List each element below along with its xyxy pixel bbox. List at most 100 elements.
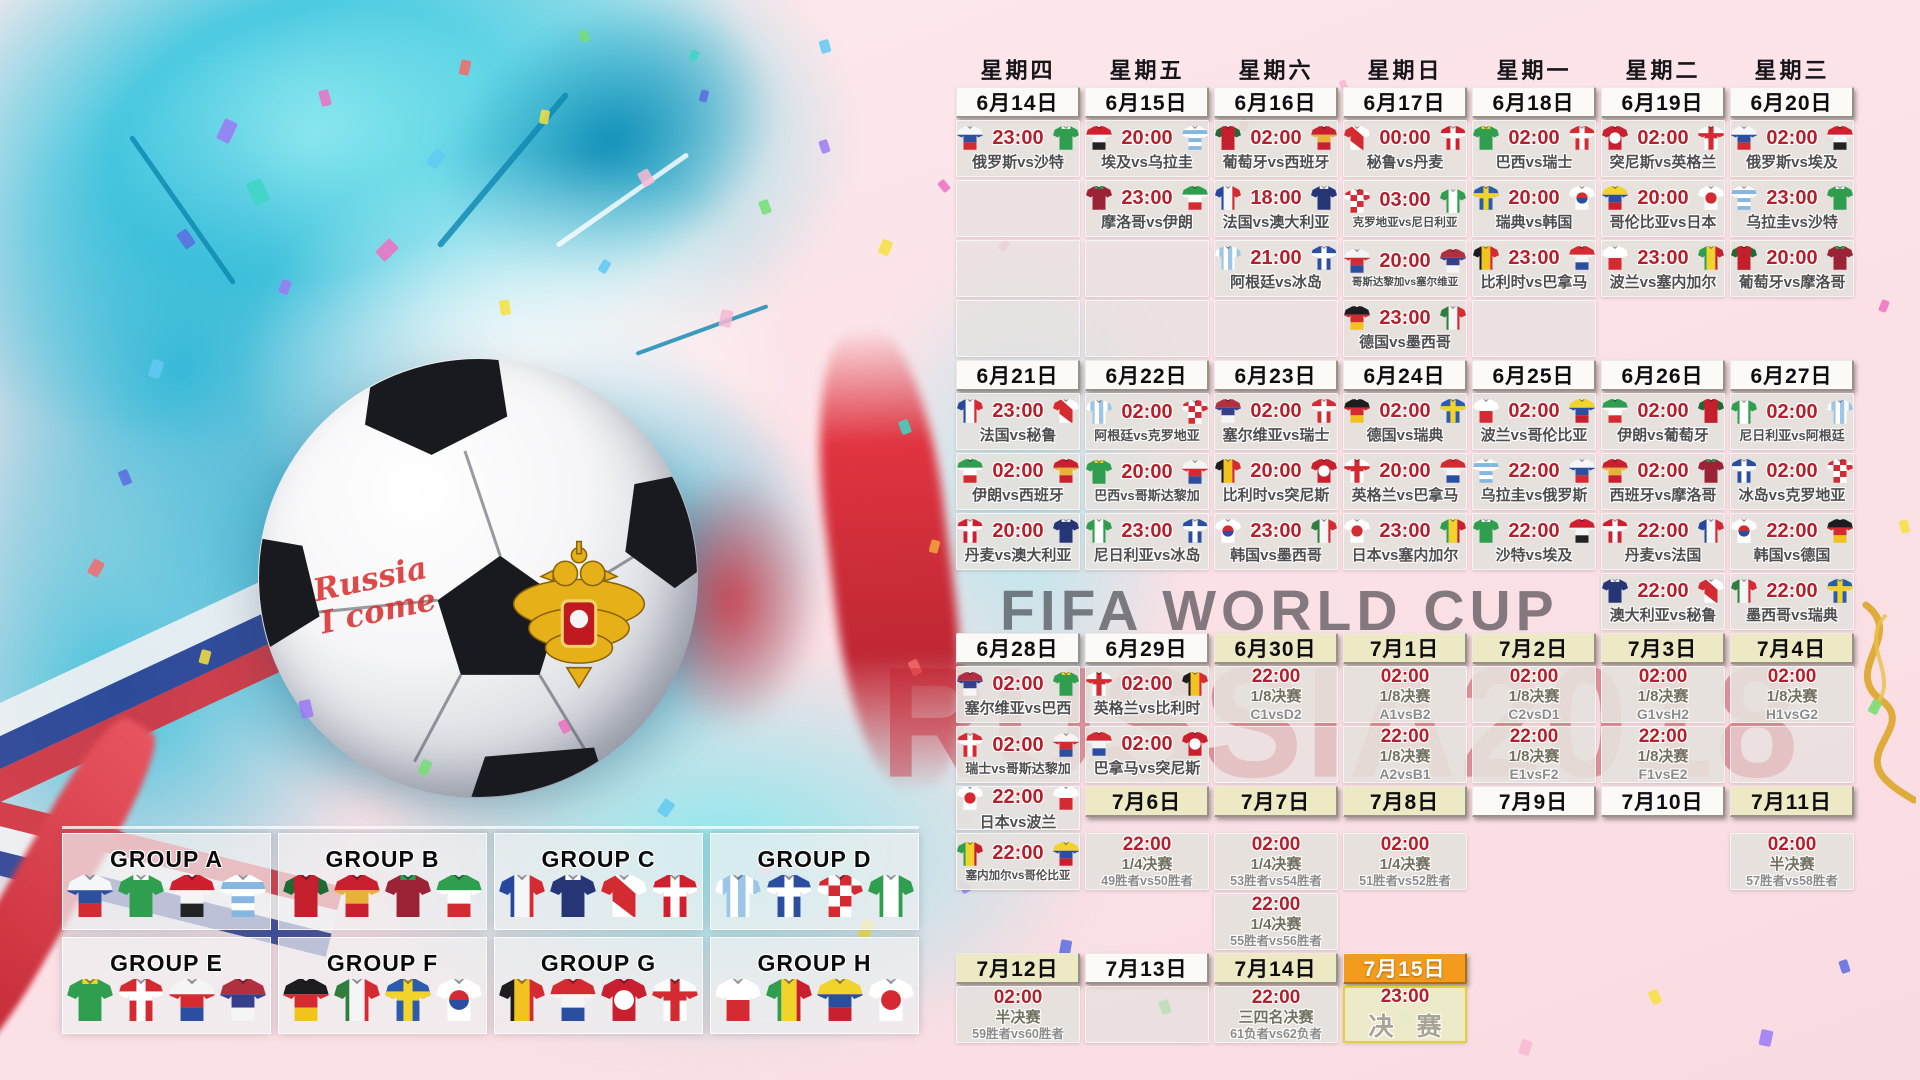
empty-cell xyxy=(1472,300,1596,357)
away-jersey-icon xyxy=(1053,519,1079,543)
date-header: 6月14日 xyxy=(956,87,1080,118)
spacer xyxy=(1085,893,1209,950)
match-cell: 23:00 尼日利亚vs冰岛 xyxy=(1085,513,1209,570)
match-teams: C2vsD1 xyxy=(1508,706,1560,723)
date-header: 6月16日 xyxy=(1214,87,1338,118)
team-jersey-icon xyxy=(283,979,329,1021)
match-cell: 02:00 伊朗vs葡萄牙 xyxy=(1601,393,1725,450)
team-jersey-icon xyxy=(220,875,266,917)
away-jersey-icon xyxy=(1311,399,1337,423)
group-boxes: GROUP A GROUP B GROUP C GROUP D GROUP E GROUP… xyxy=(62,826,919,1034)
away-jersey-icon xyxy=(1827,126,1853,150)
weekday-label: 星期日 xyxy=(1367,58,1443,83)
match-teams: 波兰vs哥伦比亚 xyxy=(1480,427,1588,444)
match-teams: C1vsD2 xyxy=(1250,706,1302,723)
empty-cell xyxy=(1085,240,1209,297)
match-teams: 韩国vs德国 xyxy=(1753,547,1831,564)
away-jersey-icon xyxy=(1827,400,1853,424)
group-label: GROUP A xyxy=(109,846,224,872)
home-jersey-icon xyxy=(1602,579,1628,603)
home-jersey-icon xyxy=(1086,672,1112,696)
knockout-cell: 02:00 1/4决赛 51胜者vs52胜者 xyxy=(1343,833,1467,890)
date-header: 6月28日 xyxy=(956,633,1080,664)
confetti-piece xyxy=(425,148,447,170)
away-jersey-icon xyxy=(1569,459,1595,483)
match-cell: 20:00 瑞典vs韩国 xyxy=(1472,180,1596,237)
match-teams: G1vsH2 xyxy=(1636,706,1690,723)
home-jersey-icon xyxy=(1602,186,1628,210)
match-cell: 20:00 哥伦比亚vs日本 xyxy=(1601,180,1725,237)
match-teams: 秘鲁vs丹麦 xyxy=(1366,154,1444,171)
match-cell: 02:00 塞尔维亚vs巴西 xyxy=(956,666,1080,723)
knockout-cell: 02:00 半决赛 57胜者vs58胜者 xyxy=(1730,833,1854,890)
confetti-piece xyxy=(198,648,212,666)
match-cell: 23:00 比利时vs巴拿马 xyxy=(1472,240,1596,297)
away-jersey-icon xyxy=(1440,188,1466,213)
match-teams: 丹麦vs澳大利亚 xyxy=(964,547,1072,564)
team-jersey-icon xyxy=(499,875,545,917)
home-jersey-icon xyxy=(1731,186,1757,210)
match-time: 22:00 xyxy=(1508,459,1560,482)
home-jersey-icon xyxy=(957,519,983,543)
match-time: 02:00 xyxy=(1509,666,1559,688)
away-jersey-icon xyxy=(1569,519,1595,543)
match-cell: 20:00 埃及vs乌拉圭 xyxy=(1085,120,1209,177)
away-jersey-icon xyxy=(1182,732,1208,756)
home-jersey-icon xyxy=(1731,126,1757,150)
team-jersey-icon xyxy=(67,979,113,1021)
home-jersey-icon xyxy=(1344,249,1370,273)
match-teams: 英格兰vs巴拿马 xyxy=(1351,487,1459,504)
soccer-ball: Russia I come xyxy=(258,358,698,798)
away-jersey-icon xyxy=(1053,126,1079,150)
weekday-label: 星期六 xyxy=(1238,58,1314,83)
confetti-piece xyxy=(687,48,701,63)
date-header: 6月20日 xyxy=(1730,87,1854,118)
match-teams: 比利时vs突尼斯 xyxy=(1222,487,1330,504)
away-jersey-icon xyxy=(1698,459,1724,483)
match-teams: 日本vs波兰 xyxy=(979,813,1057,830)
confetti-piece xyxy=(175,228,197,250)
spacer xyxy=(1730,893,1854,950)
match-teams: 阿根廷vs克罗地亚 xyxy=(1094,428,1200,443)
team-jersey-icon xyxy=(868,979,914,1021)
confetti-piece xyxy=(498,299,512,316)
match-teams: 克罗地亚vs尼日利亚 xyxy=(1352,216,1458,229)
stage-label: 1/4决赛 xyxy=(1379,855,1431,873)
match-cell: 22:00 澳大利亚vs秘鲁 xyxy=(1601,573,1725,630)
date-header: 6月23日 xyxy=(1214,360,1338,391)
match-teams: 49胜者vs50胜者 xyxy=(1101,873,1193,888)
match-cell: 23:00 乌拉圭vs沙特 xyxy=(1730,180,1854,237)
group-label: GROUP C xyxy=(541,846,656,872)
team-jersey-icon xyxy=(118,875,164,917)
spacer xyxy=(1601,953,1725,983)
match-time: 22:00 xyxy=(1508,519,1560,542)
home-jersey-icon xyxy=(1086,732,1112,756)
match-time: 02:00 xyxy=(992,733,1044,756)
date-header: 7月14日 xyxy=(1214,953,1338,984)
away-jersey-icon xyxy=(1827,579,1853,603)
confetti-piece xyxy=(245,177,271,207)
confetti-piece xyxy=(117,468,133,487)
match-time: 22:00 xyxy=(1509,726,1559,748)
away-jersey-icon xyxy=(1569,186,1595,210)
knockout-cell: 02:00 半决赛 59胜者vs60胜者 xyxy=(956,986,1080,1043)
home-jersey-icon xyxy=(1473,399,1499,423)
match-teams: 57胜者vs58胜者 xyxy=(1746,873,1838,888)
away-jersey-icon xyxy=(1698,246,1724,270)
match-time: 02:00 xyxy=(1379,399,1431,422)
match-teams: 俄罗斯vs埃及 xyxy=(1746,154,1838,171)
match-cell: 02:00 巴拿马vs突尼斯 xyxy=(1085,726,1209,783)
away-jersey-icon xyxy=(1827,186,1853,210)
match-teams: 德国vs瑞典 xyxy=(1366,427,1444,444)
date-header: 6月21日 xyxy=(956,360,1080,391)
team-jersey-icon xyxy=(334,979,380,1021)
home-jersey-icon xyxy=(957,126,983,150)
match-teams: 乌拉圭vs俄罗斯 xyxy=(1480,487,1588,504)
date-header: 6月17日 xyxy=(1343,87,1467,118)
group-box: GROUP E xyxy=(62,937,271,1034)
away-jersey-icon xyxy=(1182,460,1208,484)
team-jersey-icon xyxy=(652,875,698,917)
away-jersey-icon xyxy=(1182,126,1208,150)
team-jersey-icon xyxy=(334,875,380,917)
